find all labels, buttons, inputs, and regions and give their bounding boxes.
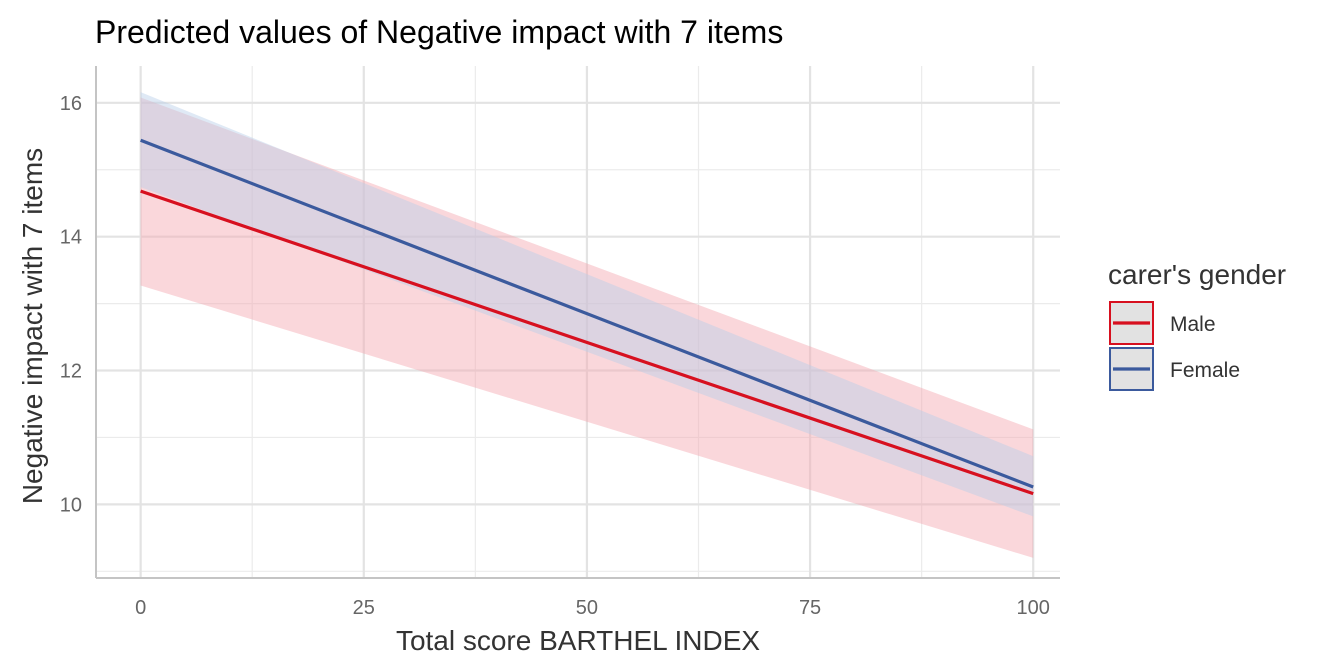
confidence-bands (140, 92, 1034, 558)
y-tick-label: 16 (60, 93, 82, 115)
x-tick-label: 0 (135, 597, 146, 619)
confidence-band-male (140, 97, 1034, 558)
legend-label: Male (1170, 313, 1216, 336)
chart-title: Predicted values of Negative impact with… (95, 14, 783, 50)
x-axis-title: Total score BARTHEL INDEX (396, 625, 760, 656)
y-tick-label: 10 (60, 494, 82, 516)
x-tick-label: 75 (799, 597, 821, 619)
legend-items: Male Female (1109, 301, 1240, 391)
y-tick-label: 12 (60, 361, 82, 383)
legend-title: carer's gender (1108, 259, 1286, 290)
series-line-female (140, 138, 1034, 489)
y-axis-title: Negative impact with 7 items (17, 148, 48, 504)
confidence-band-female (140, 92, 1034, 517)
legend: carer's gender Male Female (1108, 259, 1286, 391)
legend-item-male: Male (1109, 301, 1216, 345)
legend-label: Female (1170, 359, 1240, 382)
legend-item-female: Female (1109, 347, 1240, 391)
series-line-male (140, 189, 1034, 496)
x-tick-label: 100 (1017, 597, 1050, 619)
axes: 0 25 50 75 100 10 12 14 16 (60, 66, 1060, 619)
series-lines (140, 138, 1034, 496)
y-tick-label: 14 (60, 227, 82, 249)
x-tick-label: 50 (576, 597, 598, 619)
x-tick-label: 25 (353, 597, 375, 619)
